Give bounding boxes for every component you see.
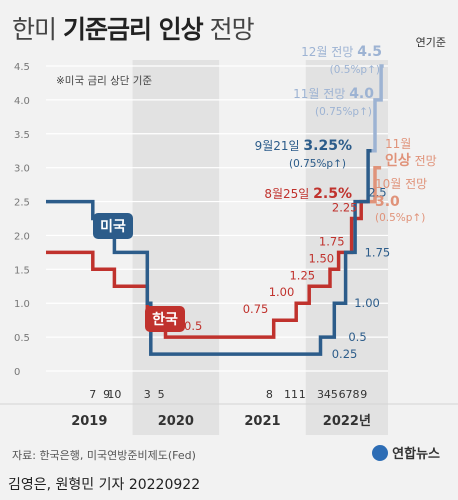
kr-oct-value: 3.0 [375, 194, 400, 210]
x-month-label: 3 [144, 388, 151, 401]
credit-line: 김영은, 원형민 기자 20220922 [8, 477, 201, 493]
us-sep-change: (0.75%p↑) [289, 158, 346, 170]
x-month-label: 1 [299, 388, 306, 401]
korea-value-label: 0.5 [184, 319, 202, 333]
x-month-label: 8 [352, 388, 359, 401]
title-suffix: 전망 [202, 15, 255, 44]
x-month-label: 9 [360, 388, 367, 401]
us-value-label: 0.5 [348, 330, 366, 344]
korea-value-label: 1.25 [289, 268, 315, 282]
korea-rate-line [46, 199, 369, 339]
source-note: 자료: 한국은행, 미국연방준비제도(Fed) [12, 449, 196, 462]
kr-oct-change: (0.5%p↑) [375, 212, 425, 224]
x-month-label: 10 [107, 388, 121, 401]
x-year-label: 2021 [244, 414, 280, 429]
kr-nov-annotation-part: 인상 [385, 152, 411, 169]
x-year-label: 2019 [71, 414, 107, 429]
chart-title: 한미 기준금리 인상 전망 [12, 10, 255, 46]
y-tick-label: 0.5 [14, 333, 30, 344]
korea-series-box-label: 한국 [152, 312, 178, 328]
y-tick-label: 1.0 [14, 299, 30, 310]
x-month-label: 6 [339, 388, 346, 401]
us-dec-annotation-part: 4.5 [357, 44, 382, 60]
y-tick-label: 4.0 [14, 96, 30, 107]
yonhap-logo: 연합뉴스 [372, 443, 440, 462]
us-value-label: 1.75 [365, 245, 391, 259]
us-dec-annotation-part: 12월 전망 [301, 45, 357, 59]
korea-value-label: 1.75 [319, 234, 345, 248]
kr-aug-annotation-part: 2.5% [313, 186, 352, 202]
x-month-label: 11 [284, 388, 298, 401]
us-sep-annotation-part: 9월21일 [255, 139, 304, 153]
x-month-label: 5 [331, 388, 338, 401]
us-value-label: 1.00 [354, 296, 380, 310]
y-axis-note: ※미국 금리 상단 기준 [56, 75, 152, 87]
rate-chart: 00.51.01.52.02.53.03.54.04.5※미국 금리 상단 기준… [0, 44, 458, 435]
kr-aug-annotation-part: 8월25일 [264, 187, 313, 201]
x-month-label: 4 [324, 388, 331, 401]
us-sep-annotation: 9월21일 3.25% [255, 138, 352, 154]
x-month-label: 8 [266, 388, 273, 401]
y-tick-label: 3.5 [14, 130, 30, 141]
us-sep-annotation-part: 3.25% [303, 138, 352, 154]
korea-value-label: 1.00 [269, 285, 295, 299]
x-year-label: 2020 [158, 414, 194, 429]
kr-nov-annotation: 인상 전망 [385, 152, 437, 169]
us-series-box [93, 213, 133, 239]
title-light: 한미 [12, 15, 63, 44]
y-tick-label: 0 [14, 367, 20, 378]
y-tick-label: 4.5 [14, 62, 30, 73]
title-bold: 기준금리 인상 [62, 15, 204, 44]
us-nov-annotation-part: 4.0 [349, 86, 374, 102]
kr-oct-month: 10월 전망 [375, 177, 427, 191]
us-value-label: 2.5 [368, 186, 386, 200]
korea-series-box [145, 306, 185, 332]
korea-value-label: 0.75 [243, 302, 269, 316]
y-tick-label: 2.5 [14, 198, 30, 209]
kr-nov-annotation-part: 전망 [411, 154, 437, 168]
us-series-box-label: 미국 [100, 219, 126, 235]
us-nov-change: (0.75%p↑) [315, 106, 372, 118]
y-tick-label: 3.0 [14, 164, 30, 175]
logo-text: 연합뉴스 [392, 447, 440, 462]
us-dec-change: (0.5%p↑) [330, 64, 380, 76]
us-value-label: 0.25 [332, 347, 358, 361]
korea-value-label: 1.50 [309, 251, 335, 265]
us-forecast-line [368, 64, 384, 153]
y-tick-label: 1.5 [14, 265, 30, 276]
x-month-label: 7 [346, 388, 353, 401]
us-dec-annotation: 12월 전망 4.5 [301, 44, 382, 60]
y-tick-label: 2.0 [14, 231, 30, 242]
unit-note: 연기준 [415, 36, 446, 49]
kr-nov-month: 11월 [385, 137, 411, 151]
korea-forecast-line [368, 165, 382, 204]
x-month-label: 7 [89, 388, 96, 401]
x-month-label: 5 [158, 388, 165, 401]
kr-aug-annotation: 8월25일 2.5% [264, 186, 352, 202]
x-year-label: 2022년 [323, 414, 371, 429]
x-month-label: 3 [317, 388, 324, 401]
us-nov-annotation-part: 11월 전망 [293, 87, 349, 101]
korea-value-label: 2.25 [332, 201, 358, 215]
us-nov-annotation: 11월 전망 4.0 [293, 86, 374, 102]
year-band-2020 [132, 60, 220, 435]
x-month-label: 9 [103, 388, 110, 401]
globe-icon [372, 444, 389, 461]
